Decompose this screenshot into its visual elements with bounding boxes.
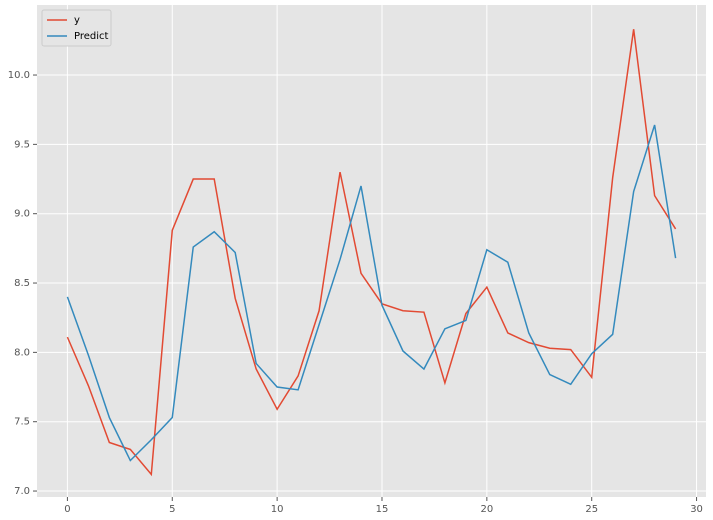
x-tick-label: 10 [271, 504, 284, 515]
y-tick-label: 7.5 [14, 417, 30, 428]
x-tick-label: 15 [376, 504, 389, 515]
x-tick-label: 25 [585, 504, 598, 515]
legend-label: Predict [74, 31, 109, 42]
x-tick-label: 5 [169, 504, 175, 515]
plot-background [37, 5, 706, 497]
y-tick-label: 8.5 [14, 278, 30, 289]
y-tick-label: 8.0 [14, 347, 30, 358]
x-tick-label: 0 [64, 504, 70, 515]
y-tick-label: 10.0 [8, 70, 30, 81]
legend-box [41, 9, 112, 47]
line [66, 29, 677, 477]
line [66, 124, 677, 462]
y-tick-label: 9.5 [14, 139, 30, 150]
x-tick-label: 30 [690, 504, 703, 515]
y-tick-label: 7.0 [14, 486, 30, 497]
y-tick-label: 9.0 [14, 209, 30, 220]
legend: y Predict [41, 9, 112, 47]
legend-label: y [74, 15, 80, 26]
x-tick-label: 20 [480, 504, 493, 515]
